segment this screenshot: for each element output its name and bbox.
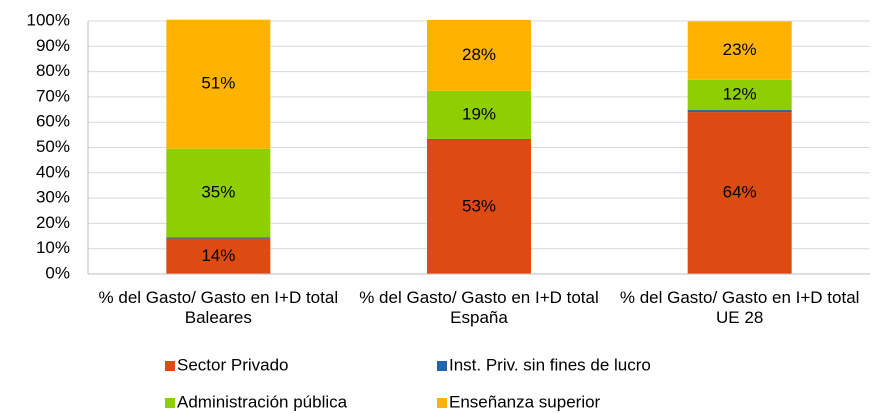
legend-label: Sector Privado: [177, 355, 289, 374]
bar-segment: [427, 90, 531, 139]
y-tick-label: 80%: [36, 61, 70, 80]
legend-label: Inst. Priv. sin fines de lucro: [449, 355, 651, 374]
data-label: 53%: [462, 196, 496, 215]
data-label: 28%: [462, 45, 496, 64]
legend-marker: [437, 361, 447, 371]
legend-label: Administración pública: [177, 392, 348, 411]
bar-segment: [166, 148, 271, 238]
x-tick-label: % del Gasto/ Gasto en I+D total España: [359, 288, 599, 327]
bar-segment: [166, 237, 271, 239]
y-tick-label: 60%: [36, 112, 70, 131]
y-tick-label: 0%: [45, 263, 70, 282]
data-label: 19%: [462, 104, 496, 123]
legend-marker: [437, 398, 447, 408]
y-tick-label: 10%: [36, 238, 70, 257]
bar-segment: [687, 21, 792, 80]
bar-segment: [166, 19, 271, 149]
bar-segment: [427, 139, 531, 274]
data-label: 12%: [723, 84, 757, 103]
legend-marker: [165, 361, 175, 371]
y-tick-label: 70%: [36, 86, 70, 105]
bar-segment: [687, 79, 792, 111]
x-tick-label: % del Gasto/ Gasto en I+D total Baleares: [98, 288, 339, 327]
bar-segment: [427, 138, 531, 140]
y-tick-label: 40%: [36, 162, 70, 181]
x-tick-label: % del Gasto/ Gasto en I+D total UE 28: [619, 288, 860, 327]
data-label: 14%: [201, 246, 235, 265]
y-tick-label: 50%: [36, 137, 70, 156]
y-tick-label: 30%: [36, 188, 70, 207]
bar-segment: [166, 238, 271, 274]
legend-label: Enseñanza superior: [449, 392, 601, 411]
bar-segment: [687, 112, 792, 274]
legend-marker: [165, 398, 175, 408]
y-tick-label: 100%: [27, 10, 70, 29]
y-tick-label: 20%: [36, 213, 70, 232]
y-tick-label: 90%: [36, 36, 70, 55]
bar-segment: [427, 19, 531, 91]
data-label: 35%: [201, 183, 235, 202]
bar-segment: [687, 110, 792, 113]
data-label: 51%: [201, 74, 235, 93]
data-label: 64%: [723, 183, 757, 202]
data-label: 23%: [723, 40, 757, 59]
